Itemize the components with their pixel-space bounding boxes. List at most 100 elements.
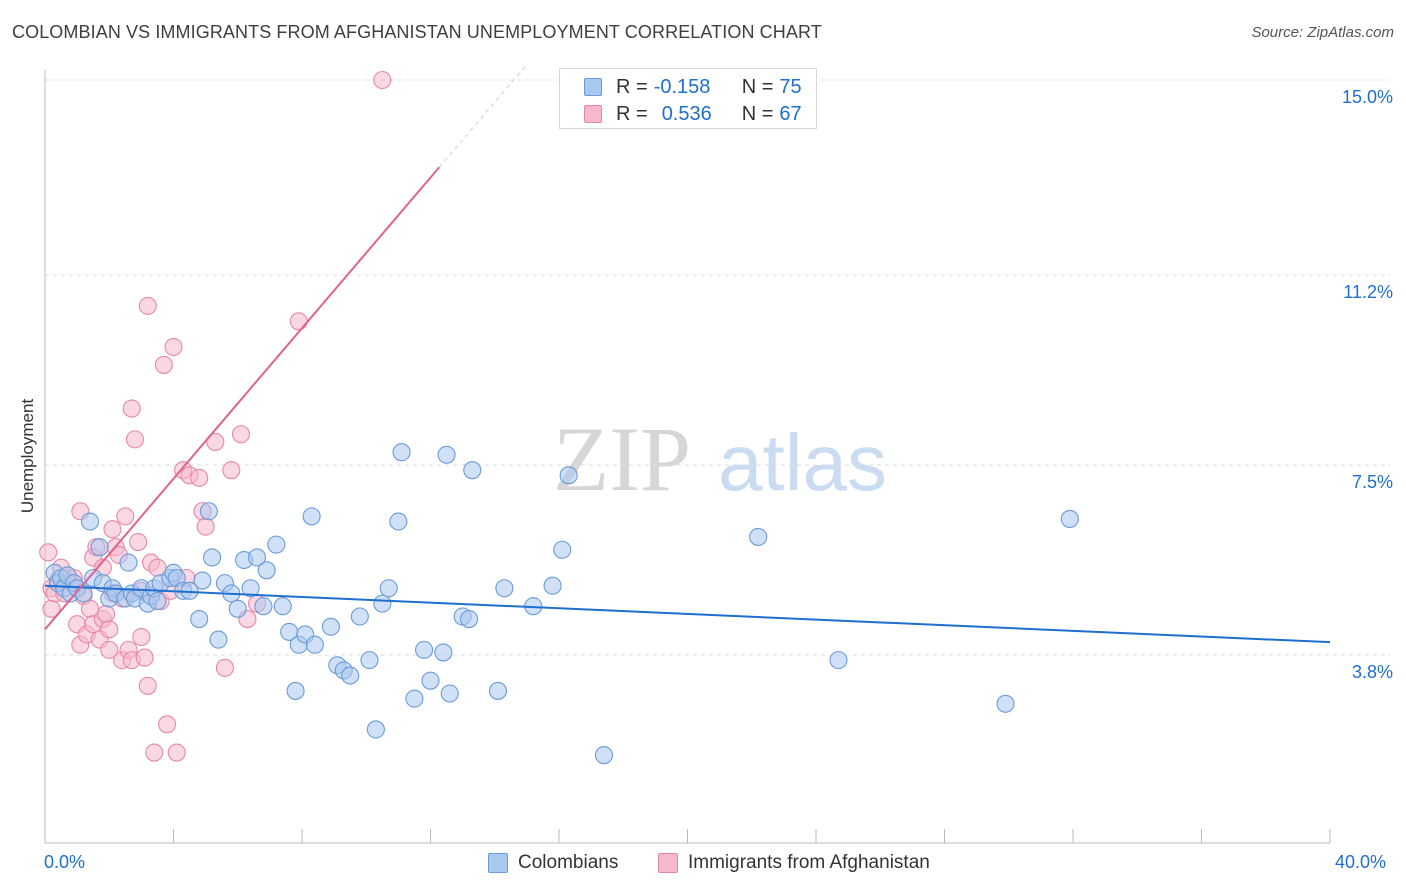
colombian-point [440, 684, 459, 703]
afghanistan-point [129, 533, 148, 552]
afghanistan-point [215, 658, 234, 677]
colombian-point [392, 443, 411, 462]
colombian-point [594, 746, 614, 765]
blue-swatch [488, 853, 508, 873]
colombian-point [553, 540, 572, 559]
r-label: R = [616, 102, 648, 125]
afghanistan-point [373, 70, 392, 90]
afghanistan-point [125, 430, 144, 449]
legend-row-afghanistan: R = 0.536 N = 67 [584, 102, 802, 126]
colombian-point [421, 671, 440, 690]
colombian-point [305, 635, 324, 654]
colombian-point [257, 561, 276, 580]
legend-item-afghanistan[interactable]: Immigrants from Afghanistan [658, 852, 930, 874]
colombian-point [228, 599, 247, 618]
afghanistan-point [100, 640, 119, 659]
r-value: -0.158 [653, 75, 711, 98]
colombian-point [373, 594, 392, 613]
watermark-atlas: atlas [718, 418, 887, 507]
legend-item-colombians[interactable]: Colombians [488, 852, 618, 874]
colombian-point [366, 720, 385, 739]
colombian-point [495, 579, 514, 598]
colombian-point [996, 694, 1015, 713]
n-value: 75 [779, 75, 802, 98]
colombian-point [321, 617, 340, 636]
colombian-point [389, 512, 408, 531]
afghanistan-point [222, 461, 241, 480]
colombian-point [190, 610, 209, 629]
colombian-point [241, 579, 260, 598]
colombian-point [350, 607, 369, 626]
axes [44, 70, 1331, 844]
colombian-point [405, 689, 424, 708]
afghanistan-point [100, 620, 119, 639]
correlation-legend: R = -0.158 N = 75 R = 0.536 N = 67 [559, 68, 817, 129]
legend-label-colombians: Colombians [518, 852, 619, 873]
afghanistan-point [116, 507, 135, 526]
legend-row-colombians: R = -0.158 N = 75 [584, 75, 802, 99]
colombian-point [193, 571, 212, 590]
colombian-point [360, 651, 379, 670]
colombian-point [829, 651, 848, 670]
afghanistan-point [158, 715, 177, 734]
colombian-point [559, 466, 578, 485]
source-label: Source: ZipAtlas.com [1251, 24, 1394, 41]
r-label: R = [616, 75, 648, 98]
n-label: N = [741, 102, 774, 125]
colombian-point [148, 592, 167, 611]
grid-lines [45, 79, 1390, 656]
afghanistan-point [122, 399, 141, 418]
colombian-point [1060, 509, 1079, 529]
colombian-point [341, 666, 360, 685]
y-tick-label: 11.2% [1343, 282, 1393, 302]
n-value: 67 [779, 102, 802, 125]
colombian-point [488, 681, 508, 700]
afghanistan-point [135, 648, 154, 667]
afghanistan-point [190, 468, 209, 487]
afghanistan-point [154, 355, 173, 374]
colombian-point [90, 538, 109, 557]
colombian-point [415, 640, 434, 659]
afghanistan-point [206, 432, 225, 451]
colombian-point [543, 576, 562, 595]
afghanistan-point [39, 543, 58, 562]
afghanistan-point [231, 425, 251, 444]
afghanistan-point [145, 743, 164, 762]
colombian-point [199, 502, 218, 521]
y-tick-label: 15.0% [1342, 87, 1393, 107]
colombian-point [437, 445, 456, 464]
afghanistan-point [196, 517, 215, 536]
y-tick-labels: 3.8% 7.5% 11.2% 15.0% [1342, 87, 1393, 682]
colombian-point [463, 461, 482, 480]
colombian-point [203, 548, 222, 567]
y-tick-label: 3.8% [1352, 662, 1393, 682]
colombian-point [434, 643, 453, 662]
n-label: N = [741, 75, 774, 98]
y-tick-label: 7.5% [1352, 472, 1393, 492]
afghanistan-point [289, 312, 308, 331]
afghanistan-point [138, 296, 157, 315]
afghanistan-trend-line [44, 166, 441, 630]
colombian-point [247, 548, 267, 567]
legend-label-afghanistan: Immigrants from Afghanistan [688, 852, 930, 873]
afghanistan-point [138, 676, 157, 695]
blue-swatch [584, 78, 602, 96]
afghanistan-point [96, 604, 116, 623]
colombian-point [80, 512, 100, 531]
afghanistan-point [132, 627, 151, 647]
colombian-point [749, 527, 768, 546]
colombian-point [379, 579, 398, 598]
colombian-point [286, 681, 305, 700]
colombian-point [459, 610, 479, 629]
colombian-point [209, 630, 228, 649]
pink-swatch [658, 853, 678, 873]
colombian-point [302, 507, 321, 526]
x-tick-min: 0.0% [44, 852, 86, 872]
chart-title: COLOMBIAN VS IMMIGRANTS FROM AFGHANISTAN… [12, 22, 822, 42]
colombian-point [273, 597, 292, 616]
r-value: 0.536 [661, 102, 712, 125]
afghanistan-trend-extension [438, 64, 528, 168]
afghanistan-point [167, 743, 186, 762]
pink-swatch [584, 105, 602, 123]
